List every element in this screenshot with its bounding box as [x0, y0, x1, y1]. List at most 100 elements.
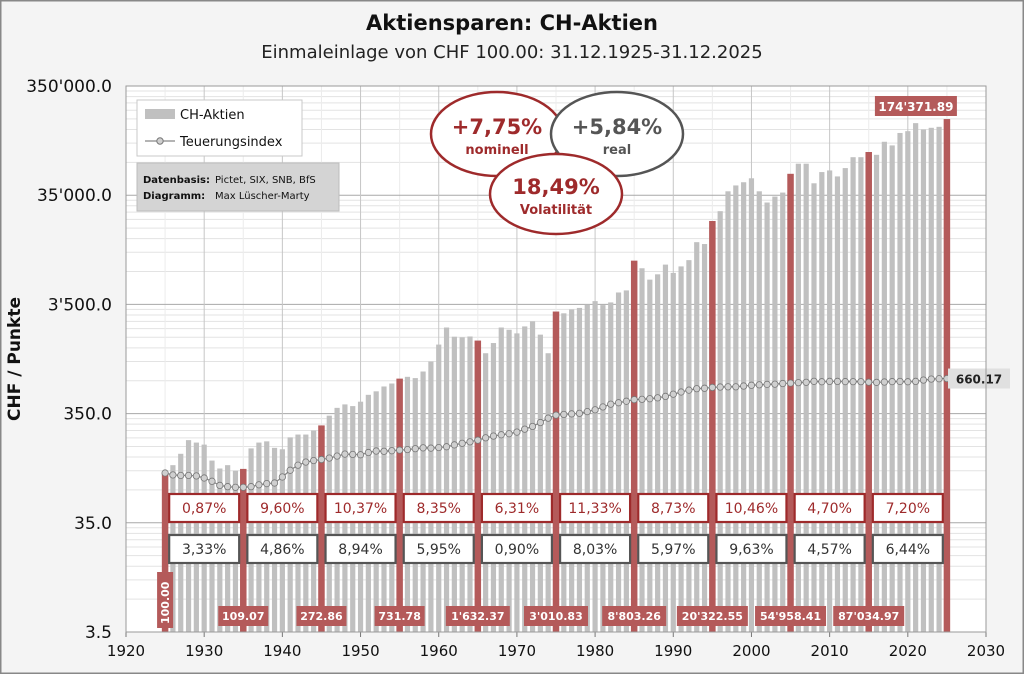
bar	[295, 434, 301, 632]
y-tick-label: 35.0	[74, 514, 112, 534]
cpi-point	[169, 471, 177, 479]
bar	[811, 183, 817, 632]
cpi-point	[177, 471, 185, 480]
decade-nominal-box	[324, 492, 397, 524]
cpi-point	[388, 447, 396, 455]
cpi-point	[607, 400, 615, 408]
chart-title: Aktiensparen: CH-Aktien	[366, 11, 658, 35]
decade-nominal-return: 4,70%	[807, 501, 851, 517]
cpi-point	[427, 444, 435, 452]
bar	[623, 290, 629, 632]
bar	[443, 327, 450, 632]
decade-real-return: 5,97%	[651, 542, 695, 558]
milestone-bg	[676, 606, 748, 626]
cpi-point	[630, 396, 638, 404]
cpi-point	[575, 409, 584, 417]
bar	[913, 123, 919, 633]
cpi-point	[560, 410, 568, 419]
milestone-label: 54'958.41	[760, 610, 821, 623]
stat-real-value: +5,84%	[572, 115, 662, 139]
x-tick-label: 1990	[654, 642, 692, 660]
stat-nominal-label: nominell	[465, 143, 528, 158]
cpi-point	[810, 377, 818, 385]
cpi-point	[904, 378, 912, 386]
decade-real-box	[246, 533, 319, 565]
cpi-point	[583, 408, 591, 416]
bar	[889, 145, 895, 632]
milestone-bg	[524, 606, 588, 626]
bar	[741, 182, 747, 632]
cpi-point	[708, 383, 716, 392]
legend: CH-Aktien Teuerungsindex	[136, 99, 303, 157]
cpi-point	[919, 376, 928, 384]
decade-nominal-return: 7,20%	[886, 501, 930, 517]
cpi-point	[528, 422, 537, 431]
milestone-label: 1'632.37	[451, 610, 504, 623]
bar	[748, 178, 755, 632]
decade-real-box	[715, 533, 788, 565]
decade-real-box	[324, 533, 397, 565]
bar-decade	[552, 311, 560, 632]
decade-return-group: 7,20% 6,44%	[871, 492, 944, 565]
bar	[842, 168, 848, 632]
source-label-2: Diagramm:	[143, 191, 205, 202]
cpi-point	[552, 411, 560, 419]
stat-volatility-ellipse	[488, 152, 624, 236]
cpi-point	[396, 446, 404, 454]
bar	[459, 337, 465, 632]
decade-return-group: 4,70% 4,57%	[793, 492, 866, 565]
decade-return-group: 8,35% 5,95%	[402, 492, 475, 565]
cpi-point	[231, 483, 240, 491]
legend-line-label: Teuerungsindex	[179, 135, 283, 150]
bar	[873, 154, 880, 632]
cpi-point	[763, 380, 771, 388]
cpi-point	[270, 479, 279, 487]
cpi-point	[200, 474, 208, 482]
cpi-point	[622, 397, 630, 405]
cpi-point	[912, 377, 920, 386]
bar	[529, 321, 536, 632]
milestone-bg	[218, 606, 269, 626]
bar	[451, 336, 457, 632]
decade-return-group: 6,31% 0,90%	[480, 492, 554, 565]
cpi-point	[599, 403, 607, 411]
legend-bar-swatch	[145, 109, 175, 119]
milestone-bg	[755, 606, 827, 626]
cpi-point	[779, 379, 787, 388]
cpi-point	[325, 454, 333, 462]
cpi-point	[638, 395, 646, 403]
cpi-point	[263, 479, 271, 488]
x-tick-label: 1970	[498, 642, 536, 660]
end-bar-label: 174'371.89	[878, 100, 953, 114]
bar-decade	[161, 473, 169, 632]
decade-nominal-box	[793, 492, 866, 524]
bar-decade	[709, 220, 716, 632]
cpi-point	[216, 481, 224, 490]
cpi-point	[278, 473, 286, 481]
bar	[694, 242, 700, 632]
bar-decade	[474, 340, 482, 632]
bar-decade	[630, 260, 638, 632]
milestone-label: 87'034.97	[838, 610, 899, 623]
source-label-1: Datenbasis:	[143, 175, 210, 186]
decade-nominal-return: 0,87%	[182, 501, 226, 517]
decade-nominal-return: 11,33%	[568, 501, 621, 517]
bar	[819, 172, 825, 633]
decade-nominal-return: 9,60%	[260, 501, 304, 517]
bar	[647, 279, 653, 632]
cpi-point	[372, 447, 380, 455]
decade-returns: 0,87% 3,33% 9,60% 4,86% 10,37% 8,94% 8,35% 5,95…	[168, 492, 944, 565]
cpi-point	[286, 466, 294, 474]
milestone-label: 3'010.83	[529, 610, 582, 623]
bar	[795, 163, 801, 632]
bar	[522, 326, 528, 632]
cpi-point	[411, 445, 419, 453]
decade-nominal-return: 10,46%	[725, 501, 778, 517]
bar	[827, 170, 833, 633]
milestone-bg	[602, 606, 667, 626]
cpi-point	[872, 378, 881, 386]
decade-nominal-return: 8,35%	[416, 501, 460, 517]
cpi-point	[865, 378, 873, 386]
cpi-point	[536, 418, 544, 427]
